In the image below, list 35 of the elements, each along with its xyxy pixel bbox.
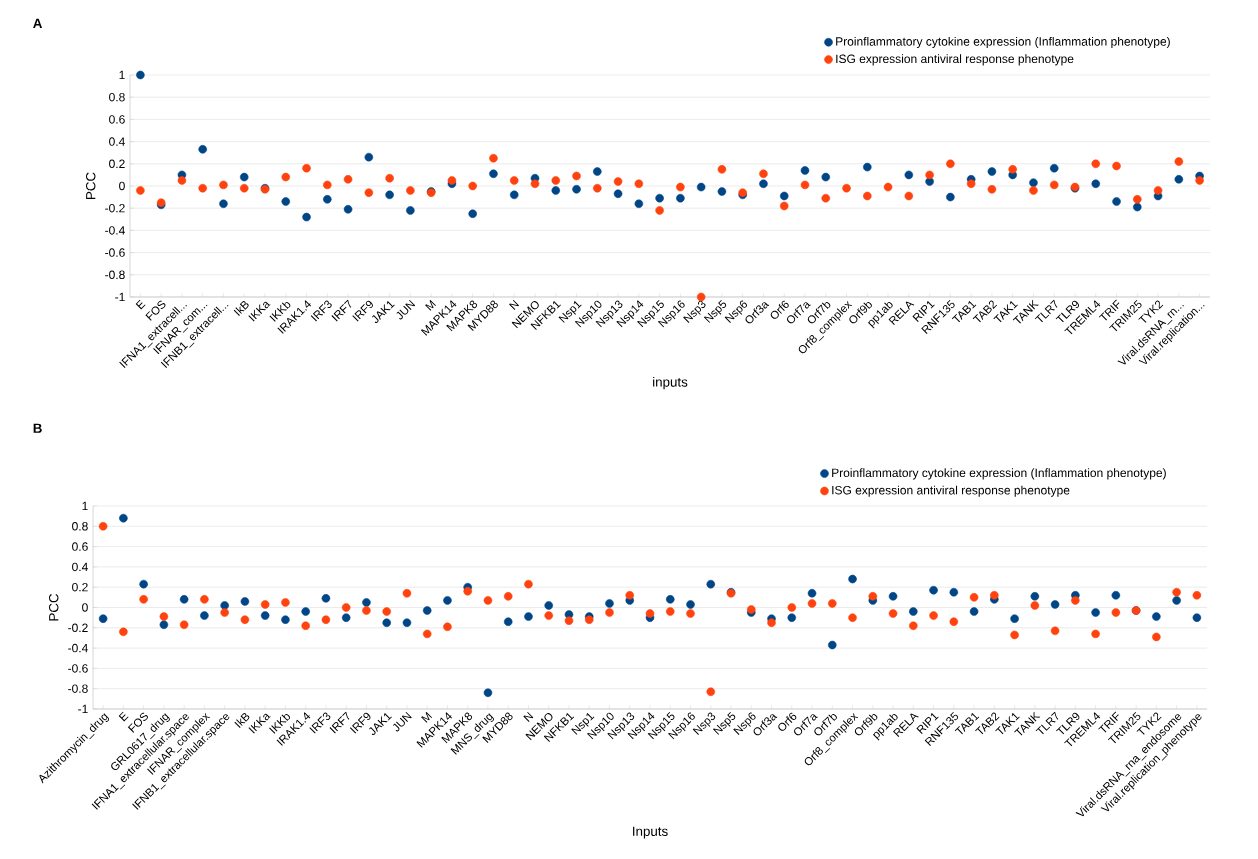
y-tick-label: 0.2 <box>72 582 88 592</box>
y-tick-label: -0.2 <box>68 623 88 633</box>
y-tick-label: 0.8 <box>109 92 125 102</box>
y-tick-label: -0.2 <box>105 203 125 213</box>
y-tick-label: 0.8 <box>72 522 88 531</box>
legend-label: Proinflammatory cytokine expression (Inflammation phenotype) <box>832 468 1166 480</box>
y-tick-label: -0.8 <box>68 684 88 693</box>
chart-title: A <box>33 18 43 28</box>
y-tick-label: -1 <box>115 292 125 302</box>
chart-title: B <box>33 423 42 433</box>
y-tick-label: -0.6 <box>105 248 125 257</box>
y-tick-label: 1 <box>119 70 125 80</box>
y-tick-label: 0.2 <box>109 159 125 169</box>
x-tick-label: IkB <box>233 301 249 316</box>
y-axis-title: PCC <box>49 593 59 621</box>
legend-label: ISG expression antiviral response phenotype <box>836 54 1074 66</box>
y-tick-label: -0.4 <box>68 643 88 653</box>
y-tick-label: 1 <box>82 501 88 511</box>
x-tick-label: IkB <box>234 713 250 728</box>
x-tick-label: Orf6 <box>770 300 789 319</box>
y-axis-title: PCC <box>86 172 96 199</box>
y-tick-label: 0.6 <box>109 115 125 124</box>
y-tick-label: 0.4 <box>72 562 88 572</box>
y-tick-label: -0.6 <box>68 664 88 673</box>
y-tick-label: -0.8 <box>105 270 125 280</box>
y-tick-label: -1 <box>78 704 88 714</box>
y-tick-label: 0 <box>119 181 125 191</box>
y-tick-label: 0 <box>82 603 88 612</box>
legend-label: ISG expression antiviral response phenotype <box>832 485 1070 497</box>
y-tick-label: -0.4 <box>105 226 125 235</box>
x-axis-title: inputs <box>653 376 688 390</box>
legend-label: Proinflammatory cytokine expression (Inflammation phenotype) <box>836 36 1170 49</box>
y-tick-label: 0.6 <box>72 542 88 551</box>
y-tick-label: 0.4 <box>109 137 125 146</box>
x-axis-title: Inputs <box>633 826 668 839</box>
